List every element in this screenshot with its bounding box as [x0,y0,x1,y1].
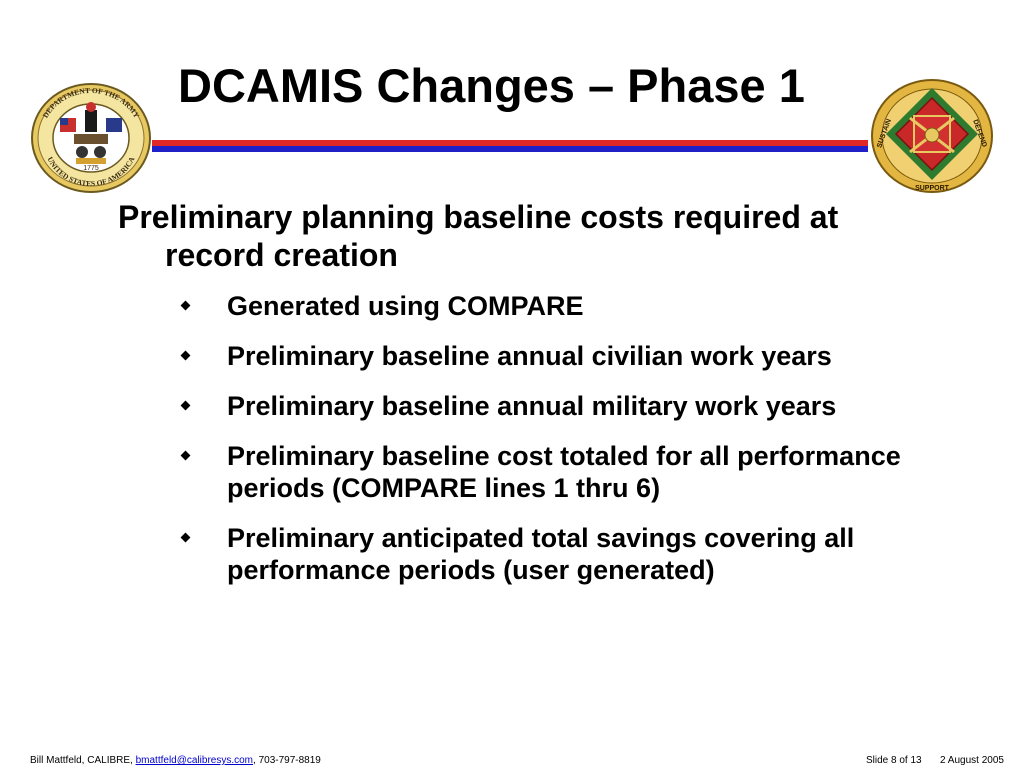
slide-title: DCAMIS Changes – Phase 1 [178,59,805,112]
footer-phone: , 703-797-8819 [253,755,321,766]
title-divider [152,140,868,152]
bullet-item: Preliminary baseline annual civilian wor… [180,340,1000,372]
diamond-bullet-icon [180,450,191,461]
support-crest-icon: SUSTAIN SUPPORT DEFEND [870,78,994,196]
seal-year: 1775 [83,165,99,172]
diamond-bullet-icon [180,532,191,543]
footer-credits: Bill Mattfeld, CALIBRE, bmattfeld@calibr… [30,755,321,766]
footer-date: 2 August 2005 [940,755,1004,766]
bullet-text: Preliminary anticipated total savings co… [227,523,855,585]
divider-blue-stripe [152,146,868,152]
footer-email-link[interactable]: bmattfeld@calibresys.com [135,755,254,766]
crest-bottom-text: SUPPORT [915,185,950,192]
main-point: Preliminary planning baseline costs requ… [118,198,998,274]
slide-number: Slide 8 of 13 [866,755,922,766]
bullet-text: Generated using COMPARE [227,291,584,321]
diamond-bullet-icon [180,300,191,311]
army-seal-icon: DEPARTMENT OF THE ARMY UNITED STATES OF … [30,82,152,194]
main-point-line-2: record creation [165,237,398,273]
diamond-bullet-icon [180,400,191,411]
bullet-text: Preliminary baseline annual civilian wor… [227,341,832,371]
bullet-text: Preliminary baseline cost totaled for al… [227,441,901,503]
bullet-item: Preliminary anticipated total savings co… [180,522,1000,586]
bullet-item: Generated using COMPARE [180,290,1000,322]
footer-author: Bill Mattfeld, CALIBRE, [30,755,136,766]
bullet-item: Preliminary baseline annual military wor… [180,390,1000,422]
divider-red-stripe [152,140,868,146]
bullet-text: Preliminary baseline annual military wor… [227,391,837,421]
main-point-line-1: Preliminary planning baseline costs requ… [118,199,839,235]
bullet-list: Generated using COMPARE Preliminary base… [180,290,1000,604]
bullet-item: Preliminary baseline cost totaled for al… [180,440,1000,504]
diamond-bullet-icon [180,350,191,361]
